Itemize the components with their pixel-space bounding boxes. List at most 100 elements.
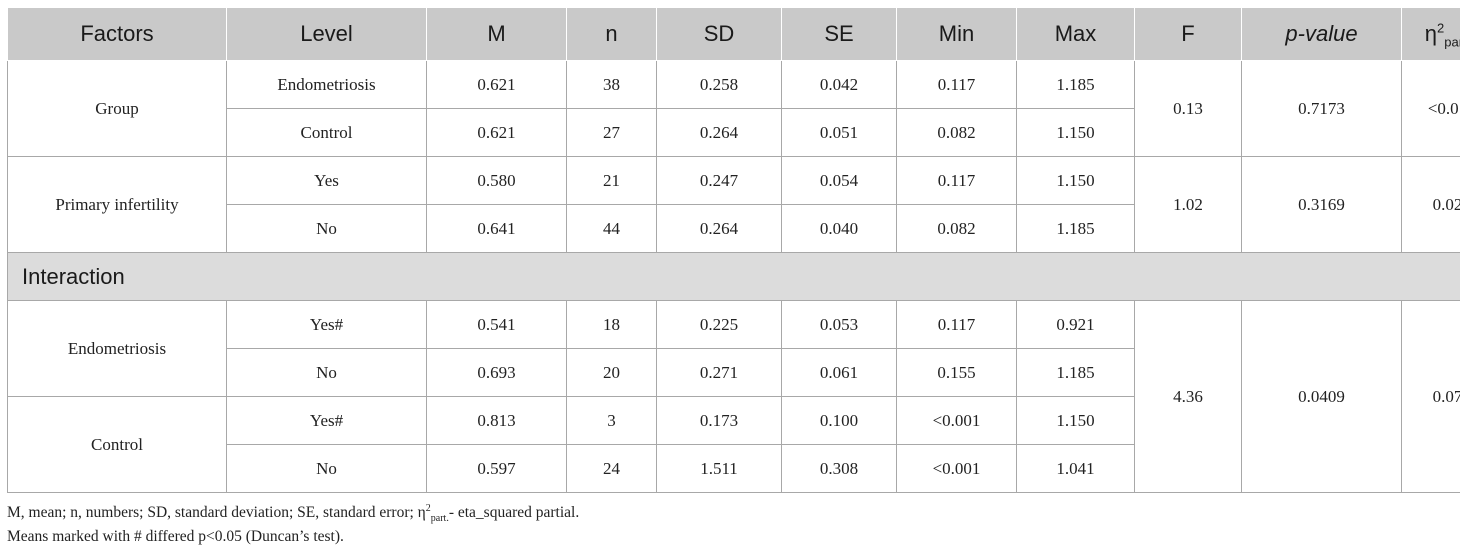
n-cell: 3 — [566, 396, 657, 445]
f-cell: 4.36 — [1134, 300, 1242, 493]
se-cell: 0.054 — [781, 156, 897, 205]
header-max: Max — [1016, 7, 1135, 61]
header-level: Level — [226, 7, 427, 61]
m-cell: 0.693 — [426, 348, 567, 397]
n-cell: 20 — [566, 348, 657, 397]
se-cell: 0.061 — [781, 348, 897, 397]
eta-sup: 2 — [1437, 20, 1445, 36]
p-cell: 0.3169 — [1241, 156, 1402, 253]
m-cell: 0.541 — [426, 300, 567, 349]
footnote-text-before: M, mean; n, numbers; SD, standard deviat… — [7, 504, 426, 521]
header-factors: Factors — [7, 7, 227, 61]
level-cell: No — [226, 444, 427, 493]
sd-cell: 0.271 — [656, 348, 782, 397]
f-cell: 0.13 — [1134, 60, 1242, 157]
m-cell: 0.621 — [426, 60, 567, 109]
level-cell: Endometriosis — [226, 60, 427, 109]
factor-cell: Group — [7, 60, 227, 157]
sd-cell: 0.264 — [656, 108, 782, 157]
min-cell: 0.117 — [896, 156, 1017, 205]
max-cell: 1.185 — [1016, 60, 1135, 109]
min-cell: 0.082 — [896, 204, 1017, 253]
footnote-significance: Means marked with # differed p<0.05 (Dun… — [7, 528, 344, 545]
m-cell: 0.813 — [426, 396, 567, 445]
level-cell: Yes# — [226, 396, 427, 445]
m-cell: 0.580 — [426, 156, 567, 205]
min-cell: <0.001 — [896, 444, 1017, 493]
se-cell: 0.308 — [781, 444, 897, 493]
min-cell: 0.117 — [896, 300, 1017, 349]
n-cell: 27 — [566, 108, 657, 157]
factor-cell: Endometriosis — [7, 300, 227, 397]
footnote-abbreviations: M, mean; n, numbers; SD, standard deviat… — [7, 501, 1453, 525]
table-row: Control Yes# 0.813 3 0.173 0.100 <0.001 … — [7, 396, 1460, 493]
table-row: No 0.641 44 0.264 0.040 0.082 1.185 — [8, 204, 1460, 253]
n-cell: 21 — [566, 156, 657, 205]
eta-cell: 0.07 — [1401, 300, 1460, 493]
table-row: Control 0.621 27 0.264 0.051 0.082 1.150 — [8, 108, 1460, 157]
max-cell: 1.041 — [1016, 444, 1135, 493]
header-se: SE — [781, 7, 897, 61]
header-min: Min — [896, 7, 1017, 61]
max-cell: 1.150 — [1016, 396, 1135, 445]
section-label: Interaction — [7, 252, 1460, 301]
m-cell: 0.597 — [426, 444, 567, 493]
eta-sub: part. — [1444, 34, 1460, 50]
factor-cell: Control — [7, 396, 227, 493]
factor-cell: Primary infertility — [7, 156, 227, 253]
m-cell: 0.621 — [426, 108, 567, 157]
min-cell: 0.117 — [896, 60, 1017, 109]
table-row: Endometriosis Yes# 0.541 18 0.225 0.053 … — [7, 300, 1460, 493]
level-cell: No — [226, 204, 427, 253]
header-n: n — [566, 7, 657, 61]
sd-cell: 0.264 — [656, 204, 782, 253]
section-row: Interaction — [7, 252, 1460, 301]
sd-cell: 0.225 — [656, 300, 782, 349]
table-container: Factors Level M n SD SE Min Max F p-valu… — [7, 7, 1460, 549]
max-cell: 0.921 — [1016, 300, 1135, 349]
level-cell: No — [226, 348, 427, 397]
p-cell: 0.0409 — [1241, 300, 1402, 493]
level-cell: Yes — [226, 156, 427, 205]
table-footnotes: M, mean; n, numbers; SD, standard deviat… — [7, 501, 1453, 549]
min-cell: 0.155 — [896, 348, 1017, 397]
se-cell: 0.040 — [781, 204, 897, 253]
level-cell: Control — [226, 108, 427, 157]
eta-cell: 0.02 — [1401, 156, 1460, 253]
footnote-sup: 2 — [425, 502, 431, 514]
sd-cell: 0.247 — [656, 156, 782, 205]
eta-symbol: η — [1424, 21, 1437, 46]
level-cell: Yes# — [226, 300, 427, 349]
footnote-sub: part. — [430, 513, 449, 525]
min-cell: <0.001 — [896, 396, 1017, 445]
se-cell: 0.100 — [781, 396, 897, 445]
max-cell: 1.150 — [1016, 108, 1135, 157]
m-cell: 0.641 — [426, 204, 567, 253]
sd-cell: 1.511 — [656, 444, 782, 493]
max-cell: 1.185 — [1016, 204, 1135, 253]
header-m: M — [426, 7, 567, 61]
header-f: F — [1134, 7, 1242, 61]
p-cell: 0.7173 — [1241, 60, 1402, 157]
n-cell: 44 — [566, 204, 657, 253]
footnote-text-after: - eta_squared partial. — [448, 504, 580, 521]
header-sd: SD — [656, 7, 782, 61]
table-row: Primary infertility Yes 0.580 21 0.247 0… — [7, 156, 1460, 253]
max-cell: 1.185 — [1016, 348, 1135, 397]
eta-cell: <0.01 — [1401, 60, 1460, 157]
sd-cell: 0.173 — [656, 396, 782, 445]
header-pvalue: p-value — [1241, 7, 1402, 61]
f-cell: 1.02 — [1134, 156, 1242, 253]
sd-cell: 0.258 — [656, 60, 782, 109]
se-cell: 0.042 — [781, 60, 897, 109]
header-row: Factors Level M n SD SE Min Max F p-valu… — [7, 7, 1460, 61]
table-row: No 0.597 24 1.511 0.308 <0.001 1.041 — [8, 444, 1460, 493]
table-row: Group Endometriosis 0.621 38 0.258 0.042… — [7, 60, 1460, 157]
se-cell: 0.051 — [781, 108, 897, 157]
header-eta: η2part. — [1401, 7, 1460, 61]
n-cell: 38 — [566, 60, 657, 109]
max-cell: 1.150 — [1016, 156, 1135, 205]
anova-table: Factors Level M n SD SE Min Max F p-valu… — [7, 7, 1460, 493]
min-cell: 0.082 — [896, 108, 1017, 157]
n-cell: 24 — [566, 444, 657, 493]
